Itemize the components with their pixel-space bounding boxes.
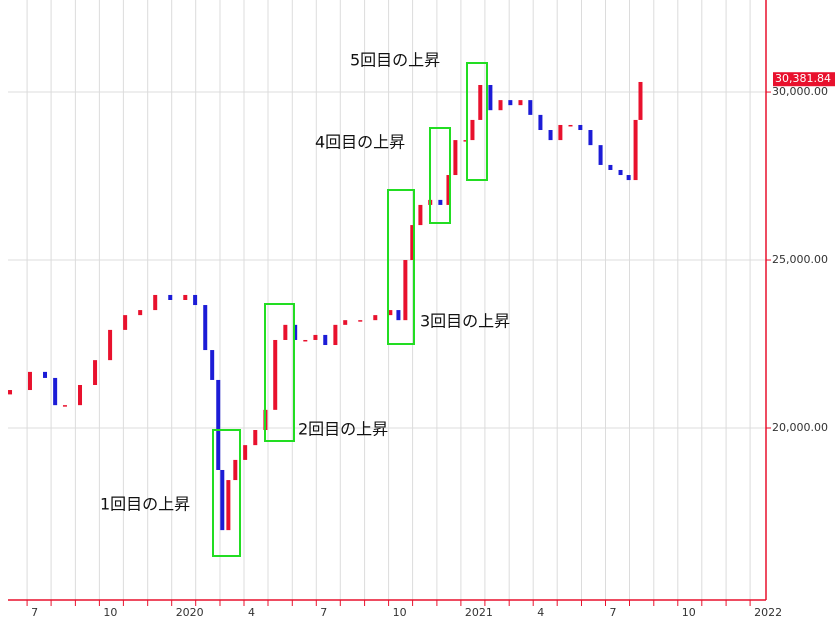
candle <box>138 310 143 316</box>
candle <box>153 294 158 311</box>
x-tick-label: 10 <box>103 606 117 619</box>
x-tick-label: 4 <box>537 606 544 619</box>
candle <box>446 175 451 205</box>
y-tick-label: 30,000.00 <box>772 85 828 98</box>
candle <box>283 324 288 340</box>
x-tick-label: 10 <box>682 606 696 619</box>
candle <box>226 480 231 531</box>
x-tick-label: 2022 <box>754 606 782 619</box>
highlight-box <box>429 127 451 224</box>
annotation: 5回目の上昇 <box>350 51 440 70</box>
x-tick-label: 7 <box>31 606 38 619</box>
candle <box>518 100 523 106</box>
grid: 7 10 2020 4 7 10 2021 4 7 10 2022 20,000.00 25,000.0… <box>8 0 828 619</box>
candle <box>293 324 298 340</box>
last-price-label: 30,381.84 <box>775 72 831 85</box>
x-tick-label: 7 <box>320 606 327 619</box>
candle <box>418 204 423 226</box>
annotation: 2回目の上昇 <box>298 420 388 439</box>
candle <box>453 140 458 176</box>
candle <box>478 84 483 120</box>
candle <box>528 100 533 115</box>
candle <box>243 445 248 460</box>
candle <box>438 199 443 205</box>
candle <box>463 140 468 142</box>
candle <box>488 84 493 111</box>
highlight-box <box>387 189 415 345</box>
candle <box>27 371 32 391</box>
highlight-box <box>212 429 241 557</box>
candle <box>253 430 258 446</box>
candle <box>53 377 58 406</box>
candle <box>323 334 328 346</box>
candle <box>568 124 573 127</box>
candle <box>588 130 593 146</box>
x-tick-label: 10 <box>393 606 407 619</box>
candle <box>558 124 563 141</box>
candle <box>203 305 208 351</box>
candle <box>410 225 415 261</box>
last-price-tag <box>773 72 835 87</box>
candle <box>123 315 128 330</box>
candle <box>498 100 503 111</box>
candle <box>193 294 198 306</box>
candle <box>210 350 215 380</box>
x-tick-label: 2021 <box>465 606 493 619</box>
candle <box>8 390 13 395</box>
candle <box>273 339 278 410</box>
x-tick-label: 7 <box>609 606 616 619</box>
candle <box>62 405 67 407</box>
candle <box>470 119 475 141</box>
annotation: 1回目の上昇 <box>100 495 190 514</box>
candle <box>108 329 113 361</box>
candle <box>598 145 603 165</box>
candle <box>43 371 48 378</box>
annotation: 4回目の上昇 <box>315 133 405 152</box>
candle <box>578 124 583 131</box>
x-tick-label: 2020 <box>176 606 204 619</box>
y-tick-label: 25,000.00 <box>772 253 828 266</box>
candle <box>373 315 378 321</box>
y-tick-label: 20,000.00 <box>772 421 828 434</box>
candle <box>538 114 543 131</box>
candle <box>403 260 408 321</box>
candle <box>183 294 188 300</box>
candle <box>233 459 238 481</box>
candle <box>626 175 631 181</box>
candle <box>618 169 623 176</box>
candle <box>388 310 393 316</box>
candle <box>548 130 553 141</box>
candle <box>220 469 225 531</box>
candle <box>78 384 83 406</box>
candle <box>608 164 613 170</box>
annotation: 3回目の上昇 <box>420 312 510 331</box>
candle <box>508 100 513 106</box>
candle <box>93 360 98 385</box>
highlight-box <box>264 303 295 442</box>
candle <box>333 324 338 346</box>
candle <box>396 310 401 321</box>
candle <box>638 81 643 120</box>
candle <box>168 294 173 300</box>
candle <box>303 339 308 342</box>
candle <box>313 334 318 340</box>
candle <box>343 320 348 325</box>
x-tick-label: 4 <box>248 606 255 619</box>
candle <box>358 320 363 322</box>
candle <box>216 379 221 470</box>
highlight-box <box>466 62 488 181</box>
candle <box>633 119 638 181</box>
